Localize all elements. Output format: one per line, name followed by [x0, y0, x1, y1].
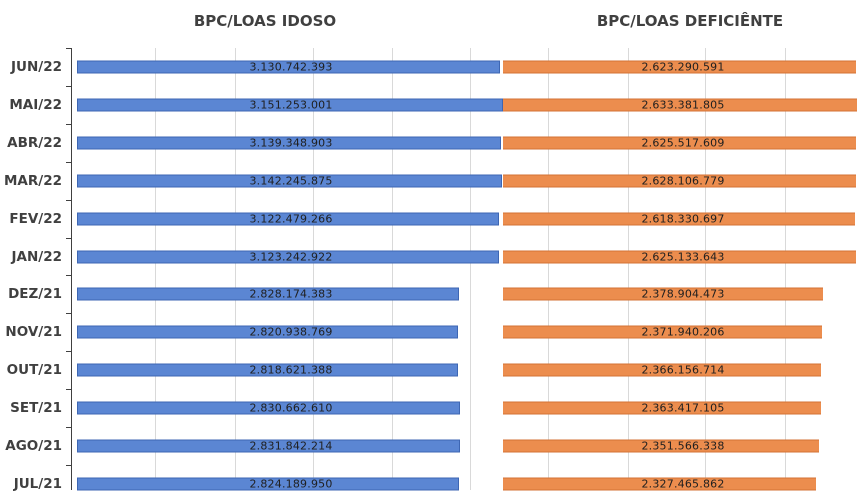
category-label: AGO/21: [5, 438, 62, 454]
category-label: FEV/22: [9, 210, 62, 227]
bar-idoso: [77, 212, 500, 226]
bar-deficiente: [503, 136, 856, 150]
data-label-deficiente: 2.366.156.714: [641, 363, 725, 377]
data-label-idoso: 3.151.253.001: [249, 98, 333, 112]
y-axis-tick: [66, 464, 72, 466]
bar-deficiente: [503, 363, 822, 377]
data-label-deficiente: 2.625.517.609: [641, 136, 725, 150]
gridline: [235, 48, 236, 490]
data-label-idoso: 2.818.621.388: [249, 363, 333, 377]
bar-deficiente: [503, 250, 856, 263]
category-label: JUL/21: [13, 475, 62, 492]
data-label-idoso: 2.828.174.383: [249, 287, 333, 301]
data-label-deficiente: 2.628.106.779: [641, 174, 725, 188]
bar-idoso: [77, 174, 502, 188]
gridline: [785, 48, 786, 490]
y-axis-tick: [66, 427, 72, 428]
data-label-deficiente: 2.371.940.206: [641, 325, 725, 339]
gridline: [155, 48, 156, 490]
y-axis-tick: [66, 237, 72, 239]
category-label: ABR/22: [7, 134, 62, 151]
gridline: [392, 48, 393, 490]
y-axis-tick: [66, 351, 72, 353]
bar-idoso: [77, 136, 502, 150]
bar-idoso: [77, 439, 460, 453]
y-axis-tick: [66, 199, 72, 201]
bar-deficiente: [503, 287, 823, 301]
category-label: MAI/22: [9, 96, 62, 113]
bar-deficiente: [503, 174, 857, 188]
category-label: SET/21: [10, 400, 62, 417]
data-label-deficiente: 2.633.381.805: [641, 98, 725, 112]
bar-deficiente: [503, 212, 855, 226]
bar-idoso: [77, 287, 460, 301]
data-label-idoso: 2.830.662.610: [249, 401, 333, 415]
y-axis-tick: [66, 48, 72, 49]
data-label-idoso: 2.831.842.214: [249, 439, 333, 453]
y-axis-tick: [66, 275, 72, 277]
bar-idoso: [77, 401, 460, 415]
gridline: [313, 48, 314, 490]
series-title-deficiente: BPC/LOAS DEFICIÊNTE: [596, 12, 784, 30]
data-label-deficiente: 2.618.330.697: [641, 212, 725, 226]
y-axis-tick: [66, 313, 72, 315]
data-label-idoso: 3.123.242.922: [249, 250, 333, 263]
data-label-idoso: 3.139.348.903: [249, 136, 333, 150]
bar-idoso: [77, 325, 459, 339]
category-label: DEZ/21: [8, 286, 62, 303]
category-label: JUN/22: [10, 59, 62, 75]
y-axis-line: [71, 48, 72, 490]
gridline: [548, 48, 549, 490]
bar-idoso: [77, 98, 503, 112]
data-label-deficiente: 2.363.417.105: [641, 401, 725, 415]
bar-idoso: [77, 60, 501, 74]
y-axis-tick: [66, 123, 72, 125]
y-axis-tick: [66, 85, 72, 87]
series-title-idoso: BPC/LOAS IDOSO: [193, 12, 337, 30]
bar-idoso: [77, 250, 500, 263]
data-label-deficiente: 2.625.133.643: [641, 250, 725, 263]
gridline: [628, 48, 629, 490]
bar-deficiente: [503, 60, 856, 74]
y-axis-tick: [66, 161, 72, 163]
data-label-deficiente: 2.327.465.862: [641, 477, 725, 491]
data-label-idoso: 3.122.479.266: [249, 212, 333, 226]
bar-deficiente: [503, 325, 822, 339]
category-label: NOV/21: [5, 324, 62, 341]
gridline: [470, 48, 471, 490]
data-label-deficiente: 2.378.904.473: [641, 287, 725, 301]
category-label: MAR/22: [4, 172, 62, 189]
data-label-idoso: 3.142.245.875: [249, 174, 333, 188]
y-axis-tick: [66, 389, 72, 391]
data-label-deficiente: 2.623.290.591: [641, 60, 725, 74]
data-label-idoso: 2.824.189.950: [249, 477, 333, 491]
bar-deficiente: [503, 439, 820, 453]
data-label-idoso: 3.130.742.393: [249, 60, 333, 74]
category-label: OUT/21: [6, 362, 62, 379]
data-label-idoso: 2.820.938.769: [249, 325, 333, 339]
bar-deficiente: [503, 401, 821, 415]
data-label-deficiente: 2.351.566.338: [641, 439, 725, 453]
bar-idoso: [77, 363, 459, 377]
gridline: [705, 48, 706, 490]
bar-deficiente: [503, 98, 857, 112]
category-label: JAN/22: [11, 248, 63, 265]
